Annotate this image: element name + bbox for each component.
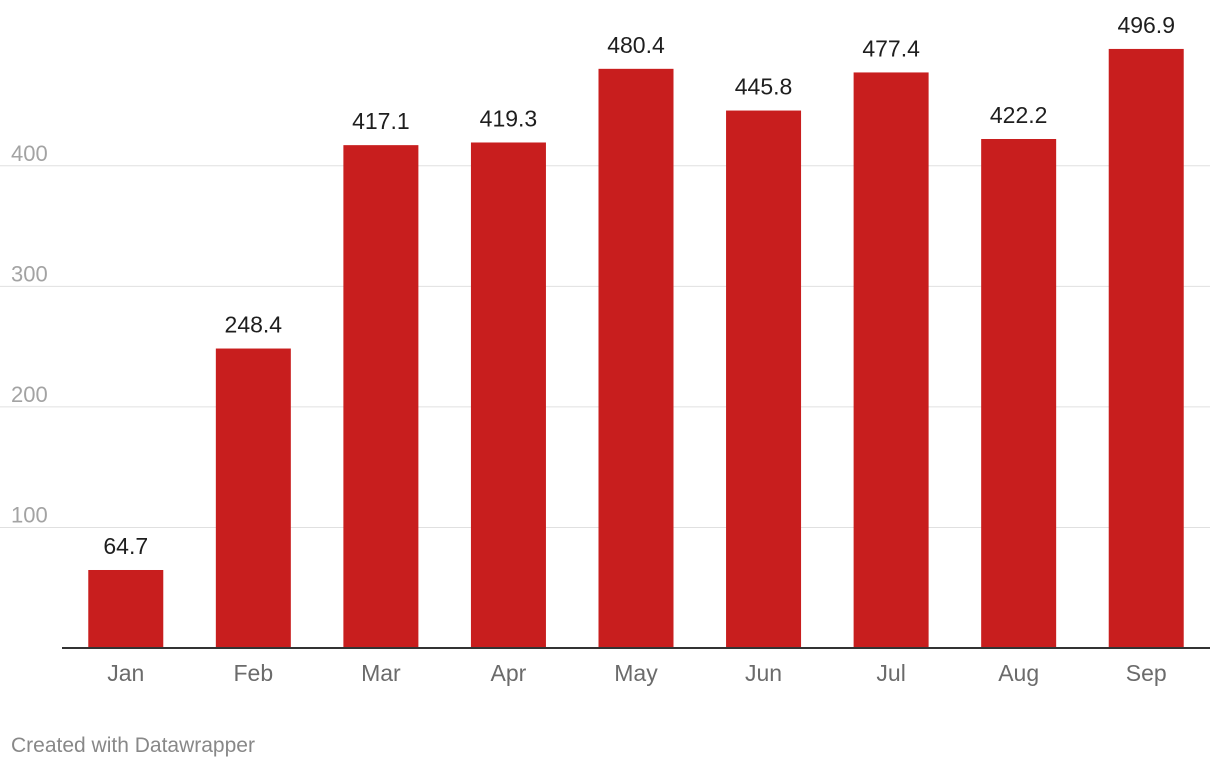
y-tick-label: 100	[11, 502, 48, 527]
value-label-apr: 419.3	[480, 105, 538, 131]
bars	[88, 48, 1184, 649]
x-tick-label-jan: Jan	[107, 660, 144, 686]
bar-jan	[88, 569, 164, 648]
x-tick-label-aug: Aug	[998, 660, 1039, 686]
x-tick-label-feb: Feb	[234, 660, 274, 686]
bar-mar	[343, 145, 419, 649]
bar-sep	[1108, 48, 1184, 648]
value-label-jul: 477.4	[862, 35, 920, 61]
y-tick-label: 400	[11, 141, 48, 166]
value-label-jun: 445.8	[735, 74, 793, 100]
value-labels: 64.7 248.4 417.1 419.3 480.4 445.8 477.4 422.2 4…	[103, 12, 1175, 559]
y-tick-label: 300	[11, 261, 48, 286]
bar-chart: 100 200 300 400 64.7 248.4 417.1 419.3 480.4 445…	[0, 12, 1210, 686]
x-tick-label-mar: Mar	[361, 660, 401, 686]
value-label-feb: 248.4	[225, 312, 283, 338]
value-label-sep: 496.9	[1117, 12, 1175, 38]
bar-apr	[470, 142, 546, 648]
x-tick-label-sep: Sep	[1126, 660, 1167, 686]
x-axis: Jan Feb Mar Apr May Jun Jul Aug Sep	[62, 647, 1210, 686]
value-label-aug: 422.2	[990, 102, 1048, 128]
y-axis: 100 200 300 400	[11, 141, 48, 528]
x-tick-label-jul: Jul	[876, 660, 905, 686]
x-tick-label-may: May	[614, 660, 658, 686]
bar-aug	[981, 138, 1057, 649]
bar-jun	[726, 110, 802, 648]
x-tick-label-apr: Apr	[491, 660, 527, 686]
credit-text: Created with Datawrapper	[11, 734, 255, 757]
x-tick-label-jun: Jun	[745, 660, 782, 686]
value-label-jan: 64.7	[103, 533, 148, 559]
bar-jul	[853, 72, 929, 649]
bar-feb	[215, 348, 291, 648]
value-label-mar: 417.1	[352, 108, 410, 134]
bar-may	[598, 68, 674, 648]
y-tick-label: 200	[11, 382, 48, 407]
value-label-may: 480.4	[607, 32, 665, 58]
